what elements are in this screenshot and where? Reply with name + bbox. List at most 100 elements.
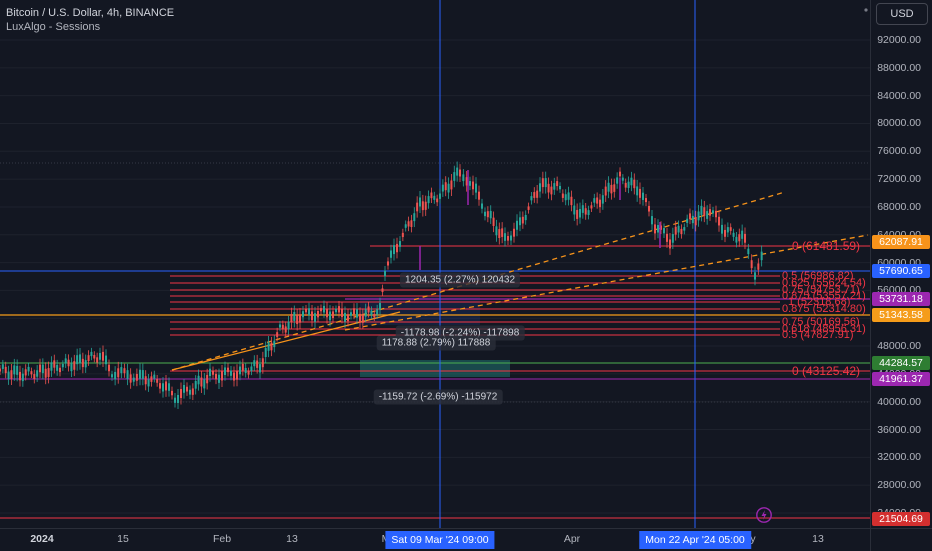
candle-body xyxy=(721,224,723,234)
candle-body xyxy=(114,371,117,380)
fib-level-label: 0.5 (47827.91) xyxy=(782,329,854,341)
candle-body xyxy=(239,366,241,375)
chart-canvas[interactable] xyxy=(0,0,870,528)
candle-body xyxy=(79,354,81,364)
candle-body xyxy=(299,314,301,323)
measure-label[interactable]: 1178.88 (2.79%) 117888 xyxy=(376,335,496,351)
candle-body xyxy=(314,313,316,322)
candle-body xyxy=(553,183,556,190)
candle-body xyxy=(533,192,536,198)
candle-body xyxy=(601,195,604,204)
candle-body xyxy=(126,370,129,379)
price-tick-label: 48000.00 xyxy=(877,340,921,353)
candle-body xyxy=(281,324,284,330)
candle-body xyxy=(186,386,188,392)
candle-body xyxy=(356,309,358,318)
time-tick-label: Apr xyxy=(563,533,581,545)
fib-level-label: 0.75 (50169.56) xyxy=(782,316,860,328)
candle-body xyxy=(247,371,250,375)
candle-body xyxy=(639,188,641,198)
candle-body xyxy=(648,205,650,212)
candle-body xyxy=(683,227,686,231)
candle-body xyxy=(293,312,296,321)
candle-body xyxy=(215,373,217,380)
price-tag: 51343.58 xyxy=(872,308,930,322)
currency-button[interactable]: USD xyxy=(876,3,928,25)
chart-pane[interactable]: Bitcoin / U.S. Dollar, 4h, BINANCE LuxAl… xyxy=(0,0,870,528)
candle-body xyxy=(616,177,619,184)
candle-body xyxy=(399,241,401,247)
more-dots-icon[interactable] xyxy=(862,6,870,14)
candle-body xyxy=(636,186,639,196)
candle-body xyxy=(117,368,120,378)
candle-body xyxy=(747,248,750,255)
candle-body xyxy=(373,314,376,318)
lightning-icon[interactable] xyxy=(756,507,772,523)
measure-label[interactable]: -1159.72 (-2.69%) -115972 xyxy=(373,389,503,405)
candle-body xyxy=(604,186,607,196)
candle-body xyxy=(686,218,689,223)
price-tick-label: 32000.00 xyxy=(877,451,921,464)
candle-body xyxy=(381,288,384,293)
candle-body xyxy=(209,368,211,377)
candle-body xyxy=(407,221,410,227)
candle-body xyxy=(276,332,279,338)
candle-body xyxy=(715,210,717,218)
candle-body xyxy=(233,372,235,381)
candle-body xyxy=(410,220,413,227)
candle-body xyxy=(630,177,633,186)
candle-body xyxy=(527,206,530,210)
candle-body xyxy=(76,355,79,365)
candle-body xyxy=(541,178,544,188)
candle-body xyxy=(718,216,720,226)
indicator-name[interactable]: LuxAlgo - Sessions xyxy=(6,21,101,33)
measure-label[interactable]: 1204.35 (2.27%) 120432 xyxy=(399,272,521,288)
candle-body xyxy=(253,360,256,367)
candle-body xyxy=(41,364,44,374)
candle-body xyxy=(393,245,395,255)
candle-body xyxy=(459,169,461,177)
price-tick-label: 40000.00 xyxy=(877,395,921,408)
fib-level-label: 0 (61481.59) xyxy=(792,239,861,253)
candle-body xyxy=(132,377,135,382)
candle-body xyxy=(596,197,599,204)
candle-body xyxy=(171,390,173,396)
candle-body xyxy=(200,377,203,387)
candle-body xyxy=(570,196,573,206)
fib-level-label: 0.618 (48956.31) xyxy=(782,323,866,335)
candle-body xyxy=(593,198,596,203)
candle-body xyxy=(726,227,729,233)
candle-body xyxy=(486,211,489,218)
candle-body xyxy=(590,205,593,209)
candle-body xyxy=(610,184,613,194)
candle-body xyxy=(697,211,700,221)
candle-body xyxy=(287,321,290,330)
candle-body xyxy=(168,383,170,391)
candle-body xyxy=(744,233,746,243)
candle-body xyxy=(669,239,671,249)
candle-body xyxy=(376,309,379,315)
price-tag: 21504.69 xyxy=(872,512,930,526)
candle-body xyxy=(241,363,244,371)
candle-body xyxy=(404,224,407,228)
candle-body xyxy=(513,228,515,237)
candle-body xyxy=(67,359,70,367)
candle-body xyxy=(203,379,206,389)
symbol-title[interactable]: Bitcoin / U.S. Dollar, 4h, BINANCE xyxy=(6,7,175,19)
time-axis[interactable]: 202415Feb13Apr13MySat 09 Mar '24 09:00Mo… xyxy=(0,528,870,551)
candle-body xyxy=(416,202,419,212)
candle-body xyxy=(453,172,456,181)
candle-body xyxy=(450,180,453,190)
candle-body xyxy=(102,351,104,361)
candle-body xyxy=(347,314,349,322)
candle-body xyxy=(99,353,101,360)
candle-body xyxy=(430,192,433,199)
candle-body xyxy=(613,184,616,192)
candle-body xyxy=(703,207,706,216)
candle-body xyxy=(147,379,150,387)
candle-body xyxy=(660,225,662,230)
fib-level-label: 0.5 (56986.82) xyxy=(782,270,854,282)
candle-body xyxy=(624,182,627,188)
candle-body xyxy=(1,364,4,369)
candle-body xyxy=(183,385,185,393)
